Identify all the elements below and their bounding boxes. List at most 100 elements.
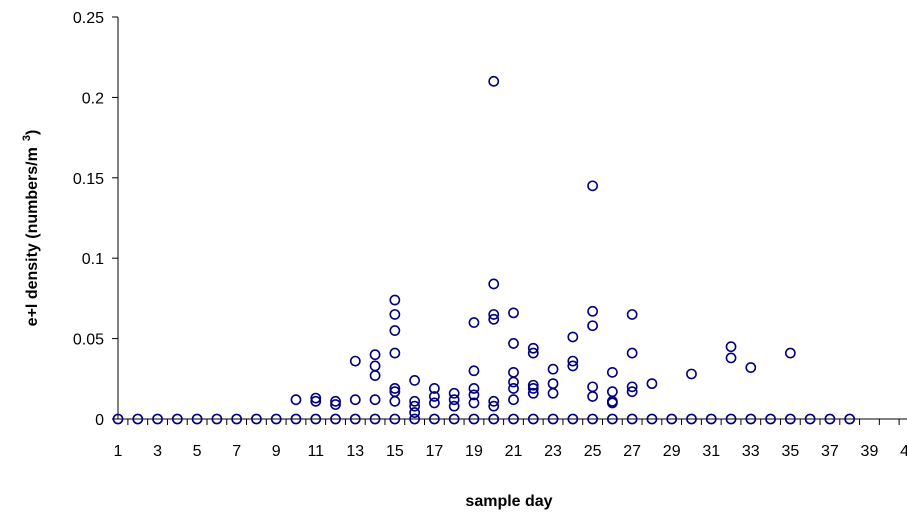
data-point bbox=[132, 413, 144, 425]
data-point bbox=[488, 395, 500, 407]
data-point bbox=[527, 379, 539, 391]
y-axis-title-main: e+l density (numbers/m bbox=[24, 147, 41, 326]
data-point bbox=[409, 395, 421, 407]
data-point bbox=[409, 400, 421, 412]
data-point bbox=[784, 347, 796, 359]
x-tick-labels: 1357911131517192123252729313335373941 bbox=[114, 443, 907, 460]
data-point bbox=[330, 395, 341, 407]
y-tick-label: 0.2 bbox=[82, 90, 104, 107]
data-point bbox=[508, 394, 519, 406]
data-point bbox=[527, 413, 539, 425]
x-axis-title: sample day bbox=[465, 493, 552, 510]
data-point bbox=[725, 352, 737, 364]
data-point bbox=[428, 391, 440, 402]
data-point bbox=[468, 383, 480, 394]
data-point bbox=[369, 349, 381, 361]
data-point bbox=[389, 294, 401, 306]
data-point bbox=[468, 365, 480, 377]
x-tick-label: 29 bbox=[663, 443, 681, 460]
data-point bbox=[488, 309, 500, 320]
data-point bbox=[626, 347, 638, 359]
x-tick-label: 35 bbox=[781, 443, 799, 460]
data-point bbox=[389, 347, 401, 359]
data-point bbox=[349, 413, 361, 425]
data-point bbox=[626, 386, 638, 398]
data-point bbox=[428, 413, 440, 425]
data-point bbox=[527, 342, 539, 354]
data-point bbox=[666, 413, 678, 425]
data-point bbox=[626, 381, 638, 393]
x-tick-label: 3 bbox=[153, 443, 162, 460]
data-point bbox=[626, 413, 638, 425]
data-point bbox=[191, 413, 203, 425]
data-point bbox=[824, 413, 836, 425]
data-point bbox=[705, 413, 717, 425]
data-point bbox=[448, 394, 460, 406]
data-point bbox=[270, 413, 282, 425]
data-point bbox=[310, 392, 322, 404]
data-point bbox=[152, 413, 163, 425]
y-axis-title: e+l density (numbers/m 3) bbox=[21, 130, 41, 327]
data-point bbox=[646, 413, 658, 425]
x-tick-label: 5 bbox=[193, 443, 202, 460]
data-point bbox=[428, 383, 440, 394]
data-point bbox=[468, 389, 480, 401]
x-tick-label: 11 bbox=[307, 443, 324, 460]
x-tick-label: 9 bbox=[272, 443, 281, 460]
data-point bbox=[547, 378, 559, 390]
x-tick-label: 31 bbox=[702, 443, 720, 460]
data-point bbox=[211, 413, 223, 425]
x-tick-label: 37 bbox=[821, 443, 839, 460]
data-point bbox=[330, 399, 341, 410]
data-point bbox=[587, 180, 598, 192]
y-axis-title-superscript: 3 bbox=[21, 135, 33, 141]
data-point bbox=[587, 381, 598, 393]
data-point bbox=[508, 366, 519, 378]
data-point bbox=[409, 407, 421, 418]
data-point bbox=[686, 413, 697, 425]
data-point bbox=[606, 397, 618, 409]
data-point bbox=[448, 387, 460, 399]
axes bbox=[112, 16, 907, 425]
data-point bbox=[567, 355, 579, 367]
data-point bbox=[606, 366, 618, 378]
data-point bbox=[389, 309, 401, 320]
data-point bbox=[587, 391, 598, 402]
data-point bbox=[448, 400, 460, 412]
y-tick-labels: 0 0.05 0.1 0.15 0.2 0.25 bbox=[73, 10, 104, 429]
data-point bbox=[369, 360, 381, 372]
x-tick-label: 23 bbox=[544, 443, 562, 460]
x-tick-label: 15 bbox=[386, 443, 404, 460]
data-point bbox=[409, 413, 421, 425]
x-tick-label: 21 bbox=[505, 443, 523, 460]
data-point bbox=[310, 395, 322, 407]
y-axis-title-close: ) bbox=[24, 130, 41, 135]
x-tick-label: 19 bbox=[465, 443, 483, 460]
data-point bbox=[686, 368, 697, 380]
x-tick-label: 17 bbox=[426, 443, 444, 460]
data-point bbox=[349, 394, 361, 406]
x-tick-label: 7 bbox=[232, 443, 241, 460]
data-point bbox=[765, 413, 776, 425]
data-point bbox=[428, 397, 440, 409]
data-point bbox=[745, 413, 757, 425]
data-point bbox=[587, 320, 598, 332]
data-point bbox=[171, 413, 183, 425]
data-point bbox=[488, 313, 500, 325]
data-point bbox=[389, 383, 401, 394]
y-tick-label: 0 bbox=[95, 412, 104, 429]
data-point bbox=[488, 413, 500, 425]
data-point bbox=[626, 309, 638, 320]
data-point bbox=[606, 413, 618, 425]
data-point bbox=[547, 387, 559, 399]
y-tick-label: 0.05 bbox=[73, 332, 104, 349]
data-point bbox=[606, 386, 618, 398]
data-point bbox=[547, 363, 559, 375]
y-tick-label: 0.15 bbox=[73, 171, 104, 188]
data-point bbox=[488, 400, 500, 412]
data-point bbox=[231, 413, 243, 425]
x-tick-label: 13 bbox=[346, 443, 364, 460]
data-point bbox=[290, 394, 302, 406]
data-point bbox=[488, 75, 500, 87]
data-point bbox=[745, 362, 757, 373]
